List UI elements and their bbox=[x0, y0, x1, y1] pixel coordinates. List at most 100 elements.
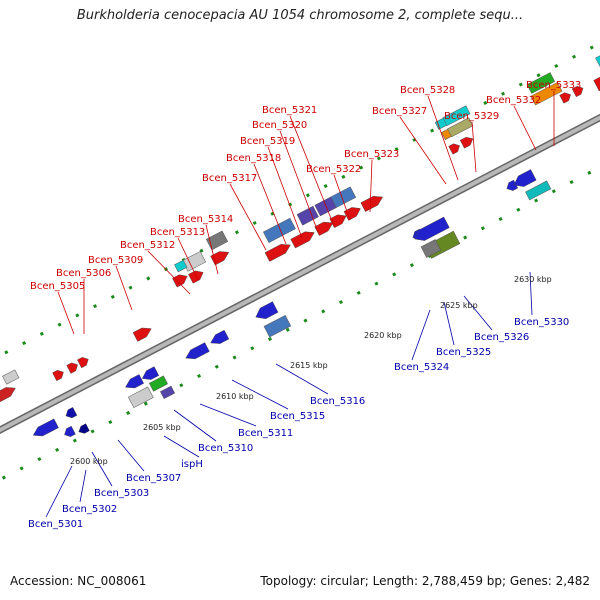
label-Bcen_5328: Bcen_5328 bbox=[400, 85, 455, 96]
gene-labels: Bcen_5305 Bcen_5306 Bcen_5309 Bcen_5312 Bcen… bbox=[28, 80, 581, 530]
gene-block bbox=[420, 239, 442, 258]
leader-Bcen_5311 bbox=[199, 403, 257, 427]
gene-block bbox=[263, 314, 292, 338]
gene-arrow bbox=[314, 221, 334, 236]
gene-arrow bbox=[65, 407, 78, 419]
gene-47 bbox=[255, 301, 279, 319]
gene-block bbox=[330, 186, 357, 208]
leader-Bcen_5303 bbox=[91, 451, 113, 487]
kbp-label-2630: 2630 kbp bbox=[514, 275, 552, 284]
gene-42 bbox=[127, 386, 154, 409]
gene-18 bbox=[343, 207, 361, 221]
gene-arrow bbox=[125, 374, 144, 389]
gene-arrow bbox=[448, 143, 460, 155]
leader-Bcen_5317 bbox=[229, 183, 267, 251]
backbone-line bbox=[0, 115, 600, 433]
gene-27 bbox=[447, 117, 474, 138]
gene-30 bbox=[530, 81, 563, 106]
gene-36 bbox=[32, 418, 59, 437]
gene-13 bbox=[174, 259, 188, 273]
gene-arrow bbox=[77, 357, 89, 369]
kbp-ticks: 2600 kbp 2605 kbp 2610 kbp 2615 kbp 2620 kbp… bbox=[70, 275, 552, 466]
gene-block bbox=[296, 205, 319, 226]
gene-44 bbox=[160, 385, 176, 400]
gene-25 bbox=[459, 137, 474, 149]
label-Bcen_5329: Bcen_5329 bbox=[444, 111, 499, 122]
gene-block bbox=[127, 386, 154, 409]
leader-Bcen_5320 bbox=[279, 130, 319, 233]
gene-arrow bbox=[52, 370, 64, 382]
leader-Bcen_5329 bbox=[471, 121, 477, 173]
leader-Bcen_5305 bbox=[57, 291, 75, 335]
kbp-label-2625: 2625 kbp bbox=[440, 301, 478, 310]
gene-arrow bbox=[513, 169, 537, 187]
label-leader-lines bbox=[45, 91, 555, 518]
gene-block bbox=[595, 48, 600, 68]
gene-arrow bbox=[32, 418, 59, 437]
gene-43 bbox=[148, 375, 168, 392]
gene-37 bbox=[65, 407, 78, 419]
gene-block bbox=[205, 230, 229, 251]
label-Bcen_5317: Bcen_5317 bbox=[202, 173, 257, 184]
gene-block bbox=[174, 259, 188, 273]
gene-arrow bbox=[172, 274, 188, 288]
label-Bcen_5305: Bcen_5305 bbox=[30, 281, 85, 292]
leader-Bcen_5309 bbox=[115, 265, 133, 311]
gene-block bbox=[2, 369, 20, 385]
label-Bcen_5321: Bcen_5321 bbox=[262, 105, 317, 116]
gene-39 bbox=[78, 423, 90, 434]
label-Bcen_5318: Bcen_5318 bbox=[226, 153, 281, 164]
gene-block bbox=[447, 117, 474, 138]
gene-1 bbox=[0, 387, 16, 405]
kbp-label-2600: 2600 kbp bbox=[70, 457, 108, 466]
gene-3 bbox=[2, 369, 20, 385]
label-Bcen_5301: Bcen_5301 bbox=[28, 519, 83, 530]
gene-5 bbox=[66, 362, 78, 374]
label-Bcen_5307: Bcen_5307 bbox=[126, 473, 181, 484]
label-Bcen_5323: Bcen_5323 bbox=[344, 149, 399, 160]
gene-features bbox=[0, 48, 600, 437]
gene-16 bbox=[314, 221, 334, 236]
gene-21 bbox=[296, 205, 319, 226]
gene-23 bbox=[330, 186, 357, 208]
gene-35 bbox=[595, 48, 600, 68]
gene-55 bbox=[525, 180, 552, 201]
leader-Bcen_5324 bbox=[411, 309, 431, 361]
label-Bcen_5330: Bcen_5330 bbox=[514, 317, 569, 328]
gene-arrow bbox=[132, 327, 152, 342]
gene-block bbox=[442, 105, 471, 127]
leader-Bcen_5314 bbox=[205, 224, 219, 275]
gene-arrow bbox=[343, 207, 361, 221]
gene-41 bbox=[141, 366, 160, 380]
gene-block bbox=[526, 72, 556, 94]
label-Bcen_5322: Bcen_5322 bbox=[306, 164, 361, 175]
gene-29 bbox=[442, 105, 471, 127]
label-Bcen_5320: Bcen_5320 bbox=[252, 120, 307, 131]
label-Bcen_5302: Bcen_5302 bbox=[62, 504, 117, 515]
chromosome-backbone bbox=[0, 113, 600, 434]
label-Bcen_5309: Bcen_5309 bbox=[88, 255, 143, 266]
label-Bcen_5315: Bcen_5315 bbox=[270, 411, 325, 422]
leader-Bcen_5307 bbox=[117, 439, 145, 472]
label-Bcen_5319: Bcen_5319 bbox=[240, 136, 295, 147]
gene-arrow bbox=[290, 231, 315, 249]
gene-52 bbox=[420, 239, 442, 258]
gene-4 bbox=[52, 370, 64, 382]
leader-Bcen_5315 bbox=[231, 379, 289, 410]
gene-arrow bbox=[264, 244, 291, 262]
leader-Bcen_5316 bbox=[275, 363, 329, 395]
gene-12 bbox=[205, 230, 229, 251]
label-ispH: ispH bbox=[181, 459, 203, 470]
gene-32 bbox=[559, 92, 571, 104]
gene-arrow bbox=[459, 137, 474, 149]
accession-text: Accession: NC_008061 bbox=[10, 574, 147, 588]
gene-15 bbox=[290, 231, 315, 249]
gene-6 bbox=[77, 357, 89, 369]
gene-arrow bbox=[559, 92, 571, 104]
label-Bcen_5326: Bcen_5326 bbox=[474, 332, 529, 343]
leader-Bcen_5330 bbox=[529, 271, 533, 316]
leader-Bcen_5321 bbox=[289, 115, 335, 227]
gene-block bbox=[160, 385, 176, 400]
gene-block bbox=[263, 217, 296, 244]
gene-45 bbox=[185, 342, 210, 360]
